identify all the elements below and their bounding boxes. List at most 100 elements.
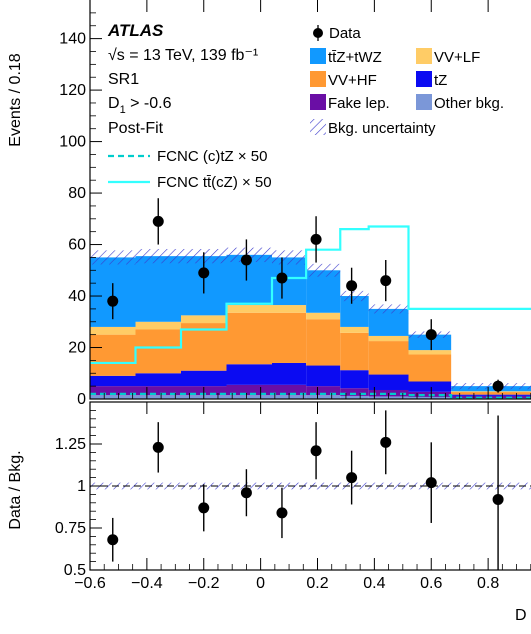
data-point-3 [240,254,252,266]
stack-bar-4-6 [340,326,369,333]
ratio-point-7 [380,436,392,448]
ratio-y-tick-label-0: 0.5 [64,562,86,579]
stack-bar-4-0 [90,326,136,335]
energy-lumi-label: √s = 13 TeV, 139 fb⁻¹ [108,47,258,64]
stack-bar-4-1 [135,321,181,330]
y-tick-label-4: 80 [68,185,86,202]
data-point-2 [198,267,210,279]
stack-bar-4-9 [451,391,531,393]
data-point-9 [492,380,504,392]
ratio-point-0 [107,534,119,546]
legend-swatch-1 [416,48,432,64]
ratio-point-6 [346,472,358,484]
stack-bar-2-8 [408,381,452,392]
legend-uncertainty-label: Bkg. uncertainty [328,120,436,137]
data-point-5 [310,233,322,245]
uncertainty-band-bin-6 [340,290,369,302]
uncertainty-band-bin-0 [90,250,136,265]
y-tick-label-5: 100 [59,134,86,151]
signal-curves [90,225,531,399]
legend-data-label: Data [329,25,361,42]
legend-data-marker [313,28,323,38]
stack-bar-2-4 [272,362,307,385]
uncertainty-band-bin-1 [135,248,181,264]
stack-bar-3-2 [181,323,227,371]
stack-bar-0-1 [135,395,181,399]
legend: Data tt̄Z+tWZ VV+LF VV+HF tZ Fake lep. Other b… [108,25,504,191]
stack-bar-5-8 [408,334,452,351]
x-tick-label-3: 0 [256,575,265,592]
stack-bar-1-3 [226,384,272,396]
ratio-uncertainty-band [90,482,531,490]
atlas-label: ATLAS [107,21,164,40]
stack-bar-2-1 [135,373,181,387]
stack-bar-3-5 [306,319,341,366]
x-tick-label-0: −0.6 [74,575,106,592]
stack-bar-2-7 [368,374,409,390]
stack-bar-5-5 [306,270,341,313]
stack-bar-0-5 [306,395,341,399]
stack-bar-4-7 [368,335,409,342]
data-points [107,198,504,393]
stack-bar-4-2 [181,315,227,324]
stack-bar-5-4 [272,257,307,306]
x-tick-label-7: 0.8 [477,575,499,592]
data-point-0 [107,295,119,307]
data-point-1 [152,215,164,227]
data-point-6 [346,280,358,292]
legend-label-3: tZ [434,72,447,89]
y-axis-label-top: Events / 0.18 [7,53,24,146]
ratio-point-1 [152,441,164,453]
signal-line-1 [90,225,531,365]
stack-bar-2-2 [181,370,227,387]
stack-bar-4-5 [306,312,341,320]
stack-bar-2-6 [340,370,369,389]
stack-bar-0-6 [340,395,369,399]
stack-bar-3-6 [340,332,369,371]
cut-label-rest: > -0.6 [126,95,172,112]
stack-bar-2-0 [90,375,136,387]
ratio-point-4 [276,507,288,519]
data-point-8 [425,329,437,341]
y-tick-label-2: 40 [68,288,86,305]
stack-bar-5-7 [368,308,409,336]
annotation-block: ATLAS √s = 13 TeV, 139 fb⁻¹ SR1 D1 > -0.… [107,21,258,137]
legend-label-1: VV+LF [434,49,480,66]
ratio-point-9 [492,493,504,505]
y-tick-label-3: 60 [68,237,86,254]
legend-swatch-0 [310,48,326,64]
x-tick-label-6: 0.6 [420,575,442,592]
uncertainty-band-bin-5 [306,263,341,277]
legend-swatch-5 [416,94,432,110]
y-tick-label-0: 0 [77,391,86,408]
ratio-point-5 [310,445,322,457]
stack-bar-3-7 [368,341,409,375]
stack-bar-1-1 [135,386,181,396]
legend-label-5: Other bkg. [434,95,504,112]
ratio-point-2 [198,502,210,514]
ratio-y-tick-label-2: 1 [77,478,86,495]
stack-bar-2-5 [306,365,341,387]
cut-label: D1 > -0.6 [108,95,172,116]
y-tick-label-7: 140 [59,31,86,48]
uncertainty-band-bin-7 [368,304,409,314]
data-point-7 [380,275,392,287]
uncertainty-band-bin-9 [451,383,531,390]
ratio-y-tick-label-1: 0.75 [55,520,86,537]
stack-bar-4-4 [272,305,307,313]
stack-bar-3-0 [90,334,136,376]
stack-bar-1-4 [272,384,307,396]
region-label: SR1 [108,71,139,88]
stack-bar-1-0 [90,386,136,396]
y-tick-label-6: 120 [59,82,86,99]
cut-label-sub: 1 [120,104,126,116]
legend-swatch-2 [310,71,326,87]
ratio-point-8 [425,477,437,489]
legend-swatch-3 [416,71,432,87]
stack-bar-4-8 [408,350,452,355]
axes: 0 20 40 60 80 100 120 140 0.5 0.75 1 1.25 −0.6 −0.4 −0… [55,0,531,592]
uncertainty-band-bin-4 [272,250,307,265]
data-point-4 [276,272,288,284]
stack-bar-4-3 [226,305,272,313]
stack-bar-2-3 [226,364,272,385]
